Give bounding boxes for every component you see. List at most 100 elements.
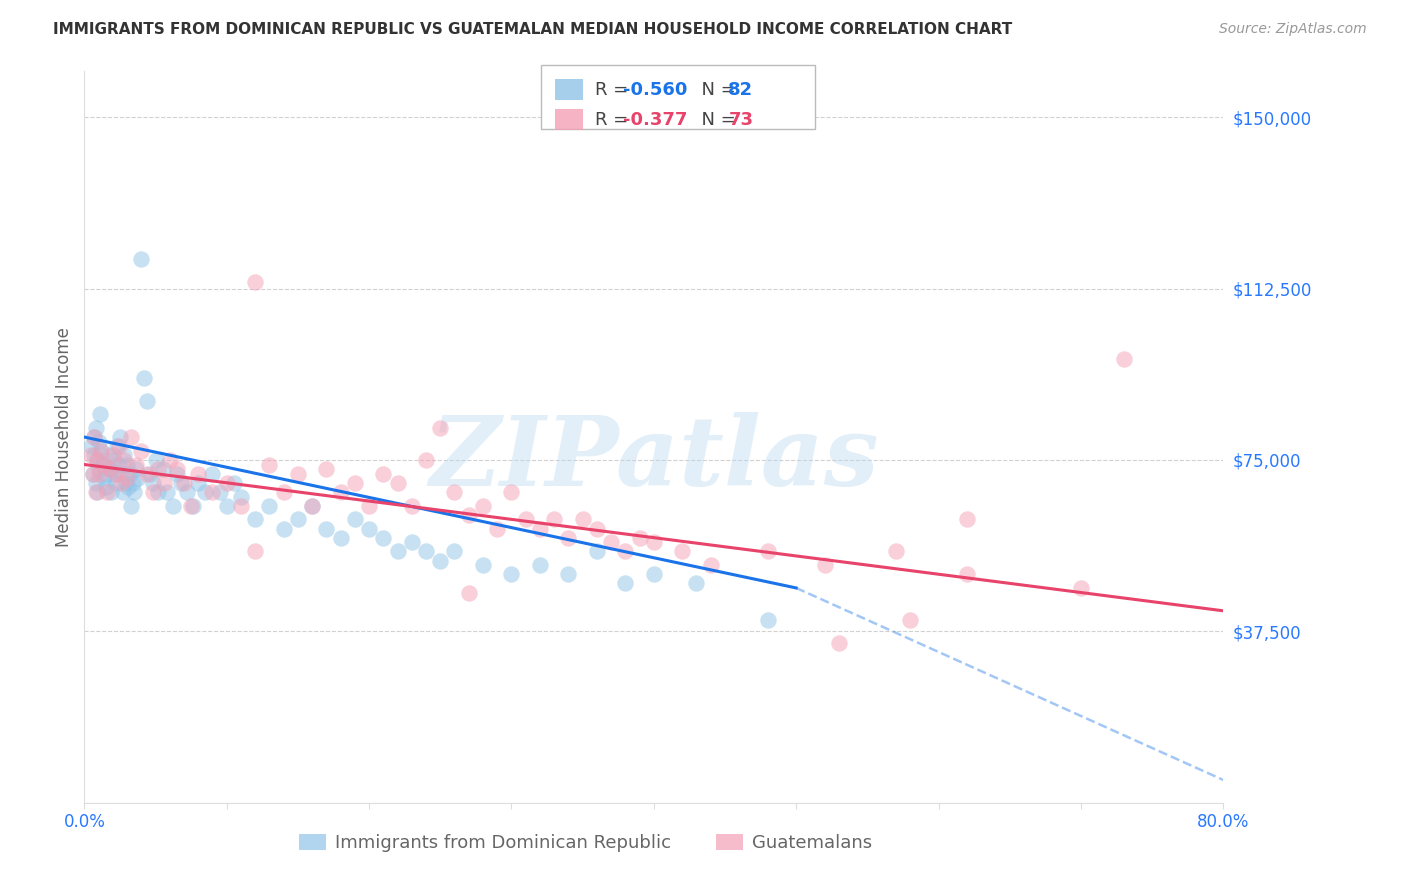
Point (529, 521, 551, 535)
Point (259, 499, 281, 513)
Point (245, 512, 267, 526)
Point (472, 558, 495, 573)
Point (97, 448, 120, 462)
Point (501, 484, 523, 499)
Point (170, 475, 193, 490)
Point (117, 480, 139, 494)
Point (80, 448, 103, 462)
Point (529, 558, 551, 573)
Point (94, 467, 117, 481)
Point (107, 439, 129, 453)
Point (176, 484, 198, 499)
Point (245, 544, 267, 558)
Point (115, 458, 138, 472)
Point (685, 576, 707, 591)
Point (80, 439, 103, 453)
Point (614, 576, 637, 591)
Point (120, 499, 142, 513)
Point (229, 490, 252, 504)
Point (956, 512, 979, 526)
Point (142, 484, 165, 499)
Point (600, 535, 623, 549)
Point (443, 544, 465, 558)
Point (201, 484, 224, 499)
Point (245, 275, 267, 289)
Point (82, 467, 104, 481)
Point (166, 467, 188, 481)
Point (259, 458, 281, 472)
Point (315, 521, 337, 535)
Point (571, 512, 593, 526)
Text: R =: R = (595, 111, 634, 128)
Point (429, 421, 451, 435)
Point (134, 370, 156, 384)
Point (100, 484, 122, 499)
Point (415, 544, 437, 558)
Point (181, 499, 204, 513)
Point (387, 475, 409, 490)
Text: -0.377: -0.377 (623, 111, 688, 128)
Point (486, 521, 509, 535)
Point (329, 531, 352, 545)
Point (173, 475, 195, 490)
Point (586, 544, 609, 558)
Point (359, 521, 381, 535)
Point (671, 544, 693, 558)
Point (614, 544, 637, 558)
Point (105, 439, 128, 453)
Point (87, 434, 110, 449)
Point (229, 499, 252, 513)
Point (142, 475, 165, 490)
Point (401, 499, 423, 513)
Point (112, 448, 135, 462)
Point (101, 453, 124, 467)
Point (201, 467, 224, 481)
Point (93, 471, 115, 485)
Text: N =: N = (690, 111, 742, 128)
Point (87, 462, 110, 476)
Text: R =: R = (595, 80, 634, 98)
Point (215, 475, 238, 490)
Point (343, 512, 366, 526)
Point (472, 499, 495, 513)
Point (91, 458, 114, 472)
Point (543, 512, 565, 526)
Point (329, 484, 352, 499)
Point (115, 471, 138, 485)
Text: IMMIGRANTS FROM DOMINICAN REPUBLIC VS GUATEMALAN MEDIAN HOUSEHOLD INCOME CORRELA: IMMIGRANTS FROM DOMINICAN REPUBLIC VS GU… (53, 22, 1012, 37)
Point (756, 544, 779, 558)
Point (828, 636, 851, 650)
Point (84, 475, 107, 490)
Point (145, 453, 167, 467)
Point (110, 467, 132, 481)
Point (756, 613, 779, 627)
Point (98, 462, 121, 476)
Point (287, 512, 309, 526)
Point (86, 453, 108, 467)
Point (82, 467, 104, 481)
Point (83, 430, 105, 444)
Point (208, 484, 231, 499)
Point (222, 475, 245, 490)
Point (373, 467, 395, 481)
Point (131, 443, 153, 458)
Point (120, 430, 142, 444)
Point (83, 430, 105, 444)
Point (343, 475, 366, 490)
Point (457, 508, 479, 522)
Point (84, 484, 107, 499)
Point (110, 475, 132, 490)
Text: N =: N = (690, 80, 742, 98)
Point (98, 462, 121, 476)
Point (96, 484, 118, 499)
Point (111, 484, 134, 499)
Point (148, 484, 170, 499)
Point (387, 544, 409, 558)
Point (515, 512, 537, 526)
Point (114, 475, 136, 490)
Point (107, 458, 129, 472)
Point (700, 558, 723, 573)
Point (557, 531, 579, 545)
Point (1070, 581, 1092, 595)
Point (108, 430, 131, 444)
